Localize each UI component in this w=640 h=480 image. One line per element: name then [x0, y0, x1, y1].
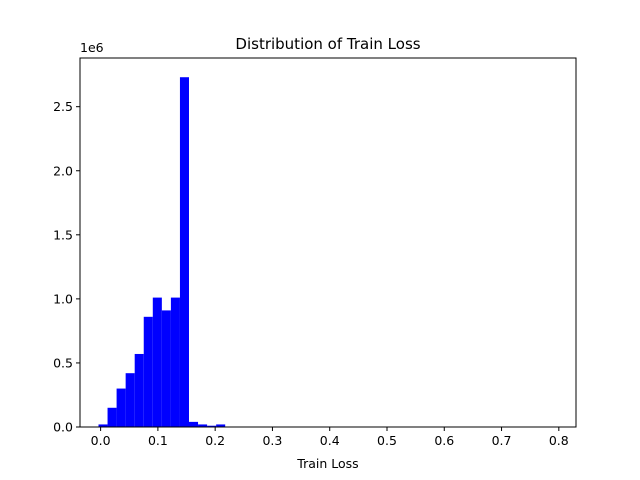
- y-tick-label-2: 1.0: [53, 291, 73, 306]
- x-tick-label-0: 0.0: [91, 433, 111, 448]
- x-tick-label-4: 0.4: [320, 433, 340, 448]
- x-tick-label-5: 0.5: [377, 433, 397, 448]
- histogram-bar-5: [143, 316, 153, 427]
- x-tick-label-3: 0.3: [262, 433, 282, 448]
- x-tick-label-1: 0.1: [148, 433, 168, 448]
- x-tick-label-2: 0.2: [205, 433, 225, 448]
- chart-title: Distribution of Train Loss: [235, 35, 420, 53]
- histogram-bar-4: [134, 353, 144, 427]
- histogram-bar-9: [179, 77, 189, 427]
- histogram-bar-12: [207, 425, 217, 427]
- plot-frame: [79, 57, 577, 428]
- x-tick-label-6: 0.6: [434, 433, 454, 448]
- x-tick-label-7: 0.7: [492, 433, 512, 448]
- histogram-bar-8: [170, 297, 180, 427]
- histogram-bars: [98, 77, 226, 427]
- y-tick-label-0: 0.0: [53, 420, 73, 435]
- y-tick-label-4: 2.0: [53, 163, 73, 178]
- histogram-bar-1: [107, 407, 117, 427]
- x-axis-label: Train Loss: [296, 456, 358, 471]
- histogram-bar-6: [152, 297, 162, 427]
- histogram-bar-11: [198, 424, 208, 427]
- y-tick-label-5: 2.5: [53, 99, 73, 114]
- y-axis-ticks: 0.0 0.5 1.0 1.5 2.0 2.5: [53, 99, 80, 435]
- y-tick-label-1: 0.5: [53, 355, 73, 370]
- histogram-bar-10: [188, 421, 199, 427]
- histogram-bar-13: [216, 424, 226, 427]
- x-axis-ticks: 0.0 0.1 0.2 0.3 0.4 0.5 0.6 0.7 0.8: [91, 427, 569, 448]
- y-tick-label-3: 1.5: [53, 227, 73, 242]
- histogram-bar-7: [161, 310, 171, 427]
- y-offset-label: 1e6: [80, 40, 104, 55]
- histogram-bar-0: [98, 424, 108, 427]
- histogram-bar-2: [116, 388, 126, 427]
- x-tick-label-8: 0.8: [549, 433, 569, 448]
- histogram-bar-3: [125, 373, 135, 427]
